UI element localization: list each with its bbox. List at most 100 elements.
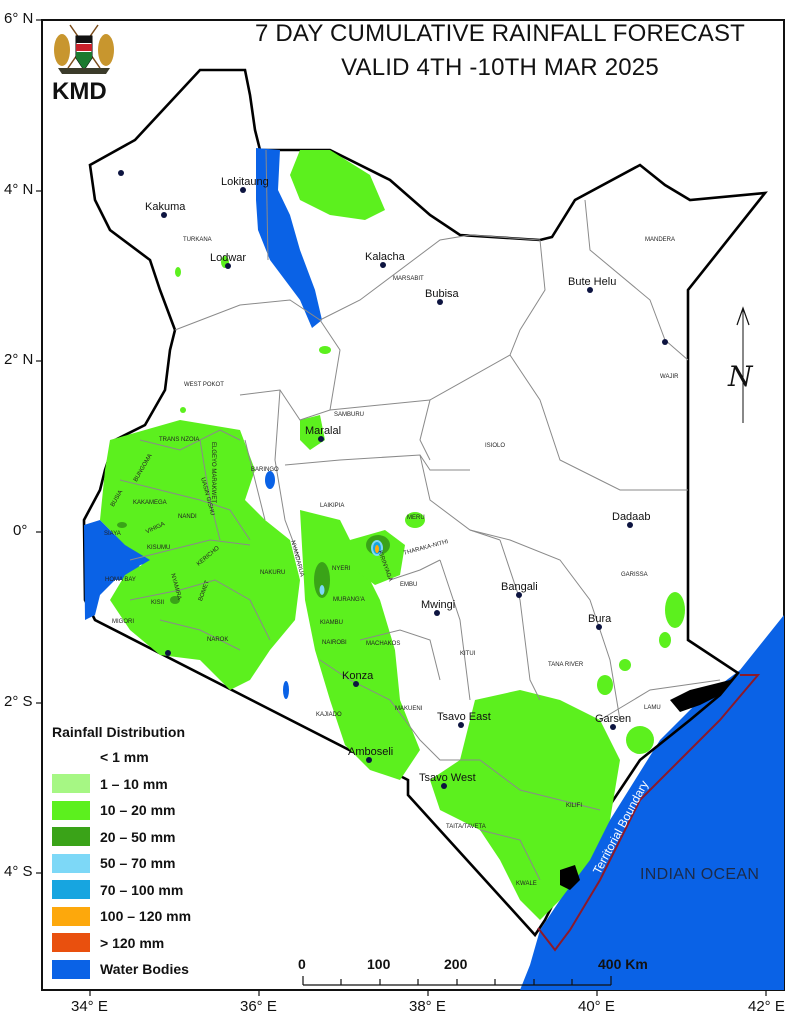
county-kakamega: KAKAMEGA: [133, 500, 167, 506]
town-lodwar: Lodwar: [210, 252, 247, 264]
town-garsen: Garsen: [595, 713, 632, 725]
county-homa-bay: HOMA BAY: [105, 577, 136, 583]
legend-swatch: [52, 748, 90, 767]
indian-ocean-label: INDIAN OCEAN: [640, 866, 760, 883]
legend-swatch: [52, 959, 90, 979]
county-kajiado: KAJIADO: [316, 712, 342, 718]
legend: Rainfall Distribution < 1 mm 1 – 10 mm 1…: [52, 724, 191, 983]
county-kwale: KWALE: [516, 881, 537, 887]
county-boundaries: [119, 199, 721, 881]
indian-ocean: [520, 615, 784, 990]
county-elgeyo-marakwet: ELGEYO MARAKWET: [210, 442, 216, 504]
lake-turkana-county-line: [265, 149, 269, 261]
legend-swatch: [52, 800, 90, 820]
legend-item-10-20mm: 10 – 20 mm: [52, 797, 191, 824]
legend-title: Rainfall Distribution: [52, 724, 185, 740]
county-lamu: LAMU: [644, 705, 661, 711]
lat-label-6n: 6° N: [4, 10, 34, 27]
lat-label-4s: 4° S: [4, 863, 33, 880]
lon-label-42e: 42° E: [748, 998, 785, 1015]
county-muranga: MURANG'A: [333, 597, 365, 603]
town-kalacha: Kalacha: [365, 251, 405, 263]
map-subtitle-validity: VALID 4TH -10TH MAR 2025: [341, 54, 659, 81]
lon-label-38e: 38° E: [409, 998, 446, 1015]
legend-swatch: [52, 827, 90, 847]
county-nyeri: NYERI: [332, 566, 351, 572]
county-trans-nzoia: TRANS NZOIA: [159, 437, 200, 443]
county-marsabit: MARSABIT: [393, 276, 424, 282]
town-tsavo-east: Tsavo East: [437, 711, 491, 723]
legend-item-1-10mm: 1 – 10 mm: [52, 771, 191, 798]
legend-swatch: [52, 933, 90, 953]
scale-label-400km: 400 Km: [598, 956, 648, 972]
rainfall-50-70mm-aberdare: [319, 585, 325, 595]
mombasa-coast: [560, 865, 580, 890]
town-bute-helu: Bute Helu: [568, 276, 617, 288]
town-markers: [118, 170, 668, 789]
lon-label-40e: 40° E: [578, 998, 615, 1015]
legend-item-50-70mm: 50 – 70 mm: [52, 850, 191, 877]
town-bubisa: Bubisa: [425, 288, 459, 300]
axis-ticks: [36, 19, 767, 996]
county-mandera: MANDERA: [645, 237, 676, 243]
lamu-archipelago: [670, 673, 738, 712]
county-wajir: WAJIR: [660, 374, 679, 380]
town-lokitaung: Lokitaung: [221, 176, 269, 188]
lake-magadi: [283, 681, 289, 699]
county-kisii: KISII: [151, 600, 165, 606]
county-migori: MIGORI: [112, 619, 134, 625]
county-samburu: SAMBURU: [334, 412, 365, 418]
lake-turkana: [256, 148, 322, 328]
county-kitui: KITUI: [460, 651, 476, 657]
county-kisumu: KISUMU: [147, 545, 171, 551]
legend-item-100-120mm: 100 – 120 mm: [52, 903, 191, 930]
scale-bar: [302, 976, 612, 986]
county-kilifi: KILIFI: [566, 803, 583, 809]
map-title: 7 DAY CUMULATIVE RAINFALL FORECAST: [254, 20, 746, 47]
legend-item-20-50mm: 20 – 50 mm: [52, 824, 191, 851]
lat-label-equator: 0°: [13, 522, 28, 539]
legend-item-gt120mm: > 120 mm: [52, 930, 191, 957]
scale-label-200: 200: [444, 956, 468, 972]
legend-item-70-100mm: 70 – 100 mm: [52, 877, 191, 904]
county-turkana: TURKANA: [183, 237, 212, 243]
county-tana-river: TANA RIVER: [548, 662, 584, 668]
north-arrow-icon: [736, 306, 750, 423]
county-garissa: GARISSA: [621, 572, 648, 578]
legend-swatch: [52, 853, 90, 873]
scale-label-100: 100: [367, 956, 391, 972]
county-nairobi: NAIROBI: [322, 640, 347, 646]
legend-swatch: [52, 880, 90, 900]
county-nandi: NANDI: [178, 514, 197, 520]
county-narok: NAROK: [207, 637, 229, 643]
county-nakuru: NAKURU: [260, 570, 286, 576]
county-taita-taveta: TAITA/TAVETA: [446, 824, 486, 830]
scale-label-0: 0: [298, 956, 306, 972]
county-siaya: SIAYA: [104, 531, 121, 537]
county-laikipia: LAIKIPIA: [320, 503, 345, 509]
county-machakos: MACHAKOS: [366, 641, 401, 647]
lon-label-36e: 36° E: [240, 998, 277, 1015]
county-meru: MERU: [407, 515, 425, 521]
county-isiolo: ISIOLO: [485, 443, 506, 449]
lake-baringo: [265, 471, 275, 489]
county-makueni: MAKUENI: [395, 706, 423, 712]
town-maralal: Maralal: [305, 425, 342, 437]
lat-label-4n: 4° N: [4, 181, 34, 198]
lon-label-34e: 34° E: [71, 998, 108, 1015]
rainfall-100-120mm: [375, 545, 379, 553]
lat-label-2s: 2° S: [4, 693, 33, 710]
north-arrow-label: N: [728, 360, 753, 393]
territorial-boundary-line: [537, 674, 761, 952]
rainfall-10-20mm: [100, 150, 685, 920]
town-mwingi: Mwingi: [421, 599, 456, 611]
town-amboseli: Amboseli: [348, 746, 394, 758]
lat-label-2n: 2° N: [4, 351, 34, 368]
kenya-coat-of-arms-icon: [54, 24, 114, 74]
town-bura: Bura: [588, 613, 612, 625]
county-baringo: BARINGO: [251, 467, 279, 473]
town-dadaab: Dadaab: [612, 511, 651, 523]
agency-name: KMD: [52, 78, 107, 105]
county-kiambu: KIAMBU: [320, 620, 344, 626]
